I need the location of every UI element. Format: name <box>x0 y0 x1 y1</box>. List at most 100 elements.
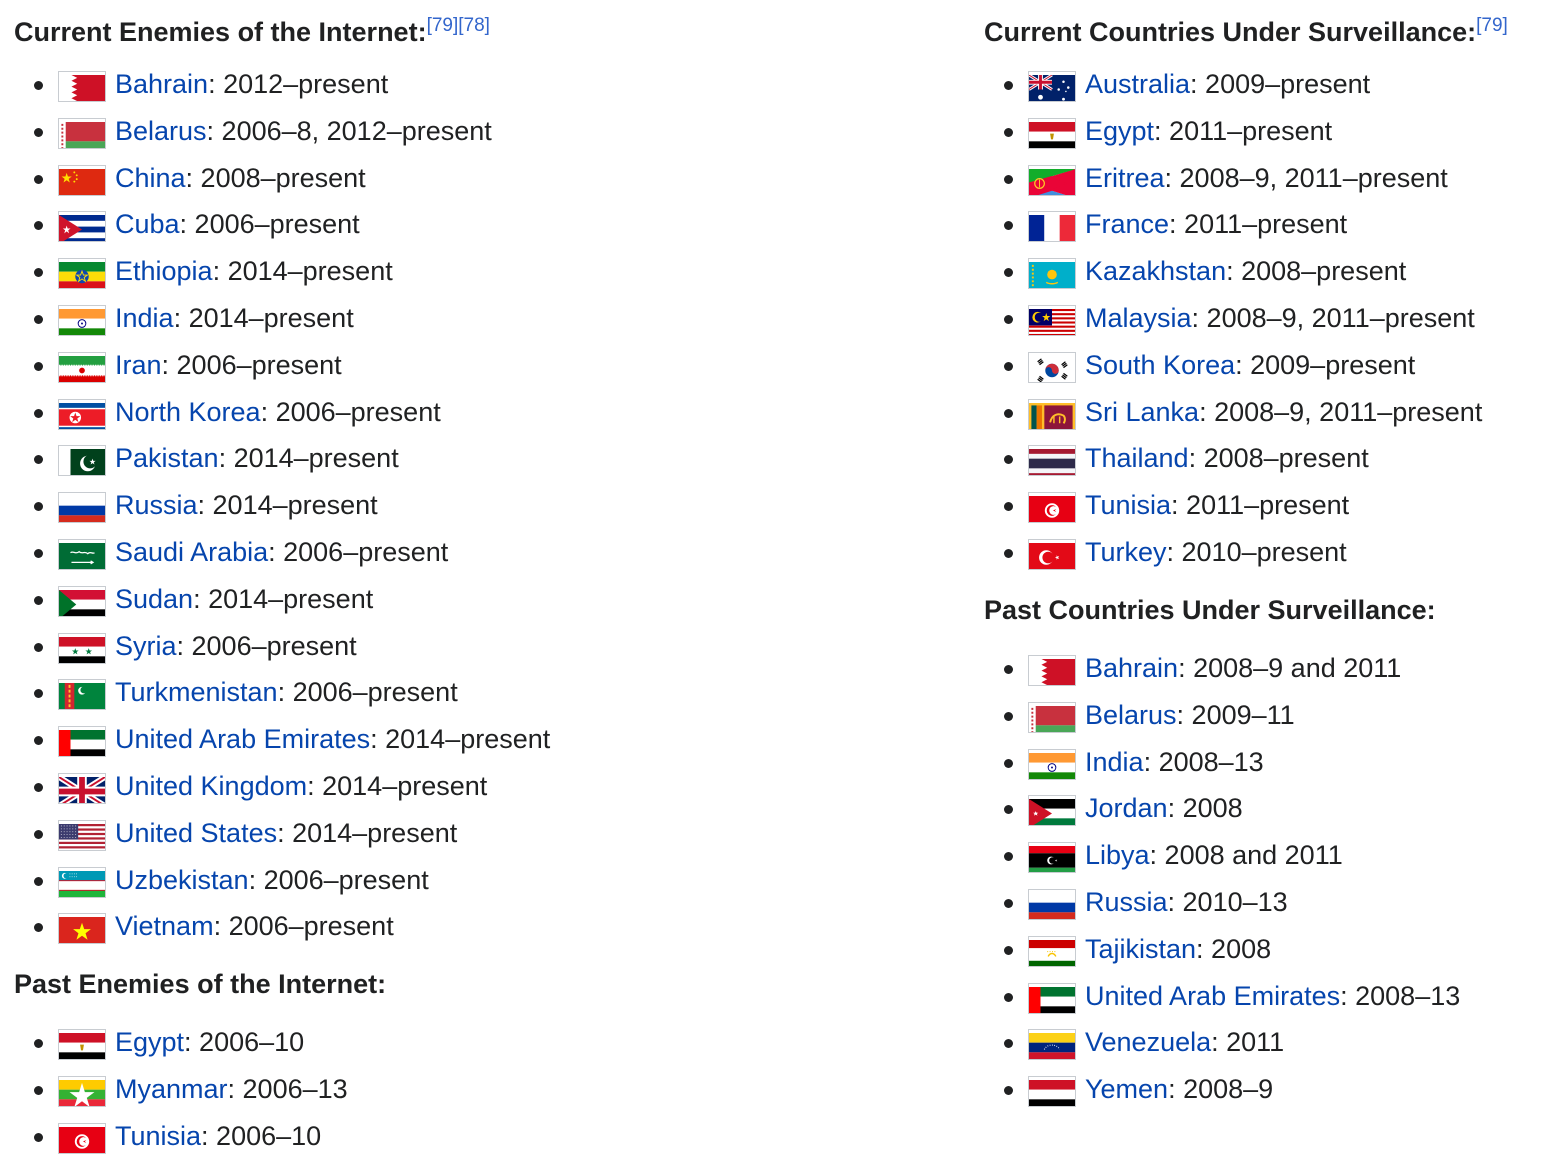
thailand-flag-icon[interactable] <box>1028 445 1076 476</box>
country-link-bahrain[interactable]: Bahrain <box>1085 653 1178 683</box>
tunisia-flag-icon[interactable] <box>1028 492 1076 523</box>
country-link-eritrea[interactable]: Eritrea <box>1085 163 1165 193</box>
country-link-jordan[interactable]: Jordan <box>1085 793 1168 823</box>
country-link-iran[interactable]: Iran <box>115 350 162 380</box>
country-link-myanmar[interactable]: Myanmar <box>115 1074 228 1104</box>
country-link-united-states[interactable]: United States <box>115 818 277 848</box>
country-link-sri-lanka[interactable]: Sri Lanka <box>1085 397 1199 427</box>
country-link-egypt[interactable]: Egypt <box>1085 116 1154 146</box>
pakistan-flag-icon[interactable] <box>58 445 106 476</box>
country-link-france[interactable]: France <box>1085 209 1169 239</box>
country-link-syria[interactable]: Syria <box>115 631 177 661</box>
country-link-malaysia[interactable]: Malaysia <box>1085 303 1192 333</box>
period-text: : 2014–present <box>213 256 393 286</box>
india-flag-icon[interactable] <box>1028 749 1076 780</box>
country-link-australia[interactable]: Australia <box>1085 69 1190 99</box>
india-flag-icon[interactable] <box>58 305 106 336</box>
syria-flag-icon[interactable] <box>58 633 106 664</box>
egypt-flag-icon[interactable] <box>58 1029 106 1060</box>
venezuela-flag-icon[interactable] <box>1028 1029 1076 1060</box>
russia-flag-icon[interactable] <box>1028 889 1076 920</box>
russia-flag-icon[interactable] <box>58 492 106 523</box>
turkmenistan-flag-icon[interactable] <box>58 679 106 710</box>
entry-text: United Arab Emirates: 2014–present <box>115 716 550 763</box>
bahrain-flag-icon[interactable] <box>1028 655 1076 686</box>
country-link-libya[interactable]: Libya <box>1085 840 1150 870</box>
country-link-turkmenistan[interactable]: Turkmenistan <box>115 677 278 707</box>
bahrain-flag-icon[interactable] <box>58 71 106 102</box>
vietnam-flag-icon[interactable] <box>58 913 106 944</box>
tajikistan-flag-icon[interactable] <box>1028 936 1076 967</box>
usa-flag-icon[interactable] <box>58 820 106 851</box>
country-link-north-korea[interactable]: North Korea <box>115 397 261 427</box>
malaysia-flag-icon[interactable] <box>1028 305 1076 336</box>
country-link-pakistan[interactable]: Pakistan <box>115 443 219 473</box>
period-text: : 2009–present <box>1190 69 1370 99</box>
country-link-cuba[interactable]: Cuba <box>115 209 180 239</box>
uk-flag-icon[interactable] <box>58 773 106 804</box>
country-link-russia[interactable]: Russia <box>1085 887 1168 917</box>
country-link-yemen[interactable]: Yemen <box>1085 1074 1168 1104</box>
country-link-belarus[interactable]: Belarus <box>1085 700 1177 730</box>
period-text: : 2011–present <box>1154 116 1332 146</box>
reference-link[interactable]: [79] <box>427 15 459 36</box>
country-link-russia[interactable]: Russia <box>115 490 198 520</box>
cuba-flag-icon[interactable] <box>58 211 106 242</box>
bullet-icon <box>34 128 43 137</box>
country-link-kazakhstan[interactable]: Kazakhstan <box>1085 256 1226 286</box>
country-link-saudi-arabia[interactable]: Saudi Arabia <box>115 537 268 567</box>
country-link-india[interactable]: India <box>1085 747 1144 777</box>
myanmar-flag-icon[interactable] <box>58 1076 106 1107</box>
country-link-sudan[interactable]: Sudan <box>115 584 193 614</box>
country-link-united-kingdom[interactable]: United Kingdom <box>115 771 307 801</box>
china-flag-icon[interactable] <box>58 165 106 196</box>
north-korea-flag-icon[interactable] <box>58 399 106 430</box>
france-flag-icon[interactable] <box>1028 211 1076 242</box>
tunisia-flag-icon[interactable] <box>58 1123 106 1154</box>
uae-flag-icon[interactable] <box>1028 983 1076 1014</box>
belarus-flag-icon[interactable] <box>58 118 106 149</box>
libya-flag-icon[interactable] <box>1028 842 1076 873</box>
country-link-turkey[interactable]: Turkey <box>1085 537 1167 567</box>
turkey-flag-icon[interactable] <box>1028 539 1076 570</box>
country-link-ethiopia[interactable]: Ethiopia <box>115 256 213 286</box>
country-link-india[interactable]: India <box>115 303 174 333</box>
reference-link[interactable]: [79] <box>1476 15 1508 36</box>
kazakhstan-flag-icon[interactable] <box>1028 258 1076 289</box>
country-link-egypt[interactable]: Egypt <box>115 1027 184 1057</box>
entry-text: Yemen: 2008–9 <box>1085 1066 1273 1113</box>
bullet-icon <box>1004 852 1013 861</box>
country-link-vietnam[interactable]: Vietnam <box>115 911 214 941</box>
country-link-united-arab-emirates[interactable]: United Arab Emirates <box>1085 981 1340 1011</box>
country-link-china[interactable]: China <box>115 163 186 193</box>
sri-lanka-flag-icon[interactable] <box>1028 399 1076 430</box>
jordan-flag-icon[interactable] <box>1028 795 1076 826</box>
saudi-arabia-flag-icon[interactable] <box>58 539 106 570</box>
country-link-venezuela[interactable]: Venezuela <box>1085 1027 1211 1057</box>
eritrea-flag-icon[interactable] <box>1028 165 1076 196</box>
egypt-flag-icon[interactable] <box>1028 118 1076 149</box>
south-korea-flag-icon[interactable] <box>1028 352 1076 383</box>
australia-flag-icon[interactable] <box>1028 71 1076 102</box>
yemen-flag-icon[interactable] <box>1028 1076 1076 1107</box>
period-text: : 2011 <box>1211 1027 1284 1057</box>
country-link-uzbekistan[interactable]: Uzbekistan <box>115 865 249 895</box>
country-link-tunisia[interactable]: Tunisia <box>115 1121 201 1151</box>
bullet-icon <box>34 409 43 418</box>
country-link-thailand[interactable]: Thailand <box>1085 443 1189 473</box>
sudan-flag-icon[interactable] <box>58 586 106 617</box>
period-text: : 2008 and 2011 <box>1150 840 1343 870</box>
country-link-bahrain[interactable]: Bahrain <box>115 69 208 99</box>
belarus-flag-icon[interactable] <box>1028 702 1076 733</box>
country-link-tajikistan[interactable]: Tajikistan <box>1085 934 1196 964</box>
entry-text: United States: 2014–present <box>115 810 457 857</box>
country-link-south-korea[interactable]: South Korea <box>1085 350 1235 380</box>
reference-link[interactable]: [78] <box>458 15 490 36</box>
country-link-tunisia[interactable]: Tunisia <box>1085 490 1171 520</box>
iran-flag-icon[interactable] <box>58 352 106 383</box>
uae-flag-icon[interactable] <box>58 726 106 757</box>
uzbekistan-flag-icon[interactable] <box>58 867 106 898</box>
ethiopia-flag-icon[interactable] <box>58 258 106 289</box>
country-link-belarus[interactable]: Belarus <box>115 116 207 146</box>
country-link-united-arab-emirates[interactable]: United Arab Emirates <box>115 724 370 754</box>
